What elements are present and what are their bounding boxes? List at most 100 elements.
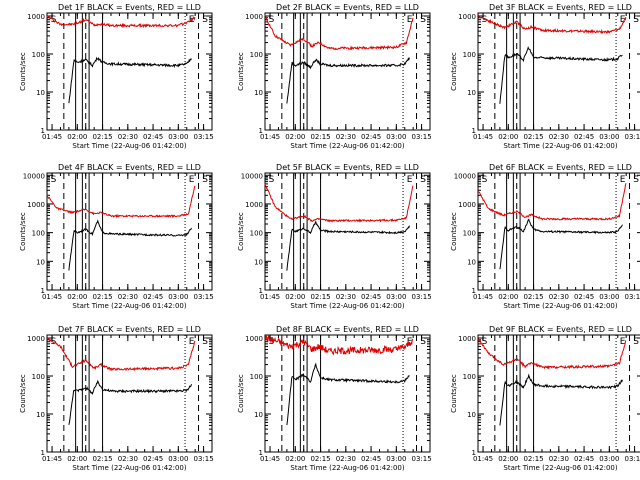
marker-label: S [51,175,57,185]
marker-label: S [269,337,275,347]
marker-label: S [482,337,488,347]
marker-label: S [420,175,426,185]
x-tick-label: 02:00 [67,455,87,463]
x-tick-label: 02:45 [143,133,163,141]
x-tick-label: 02:30 [118,293,138,301]
x-tick-label: 02:30 [336,455,356,463]
y-axis-label: Counts/sec [237,374,245,413]
marker-label: S [633,337,639,347]
y-axis-label: Counts/sec [450,374,458,413]
series-events-line [499,373,623,426]
series-events-line [286,57,410,104]
y-tick-label: 100 [463,373,476,381]
x-tick-label: 03:00 [168,133,188,141]
x-tick-label: 02:30 [549,455,569,463]
x-tick-label: 03:00 [599,133,619,141]
y-tick-label: 1000 [458,201,476,209]
chart-panel-1: Det 1F BLACK = Events, RED = LLD 1 10 100 10… [19,3,214,150]
x-tick-label: 03:15 [193,455,213,463]
series-lld-line [46,185,196,219]
marker-label: S [420,337,426,347]
series-lld-line [477,183,627,221]
series-events-line [286,220,410,271]
y-tick-label: 1000 [245,13,263,21]
y-tick-label: 10 [254,411,263,419]
x-tick-label: 02:45 [361,133,381,141]
x-tick-label: 02:15 [310,133,330,141]
x-tick-label: 03:00 [599,455,619,463]
y-tick-label: 10000 [454,172,476,180]
plot-frame [46,172,213,291]
x-axis-label: Start Time (22-Aug-06 01:42:00) [290,464,404,472]
x-axis-label: Start Time (22-Aug-06 01:42:00) [503,464,617,472]
x-tick-label: 02:15 [523,293,543,301]
y-tick-label: 100 [463,51,476,59]
x-tick-label: 02:45 [574,133,594,141]
y-tick-label: 1000 [245,335,263,343]
y-tick-label: 1 [472,127,476,135]
y-tick-label: 1000 [27,13,45,21]
x-tick-label: 02:00 [285,293,305,301]
x-tick-label: 02:00 [498,293,518,301]
y-tick-label: 100 [250,230,263,238]
series-events-line [68,56,192,104]
y-tick-label: 100 [32,373,45,381]
x-tick-label: 01:45 [260,133,280,141]
x-tick-label: 02:00 [285,133,305,141]
chart-title: Det 4F BLACK = Events, RED = LLD [58,163,201,172]
marker-label: S [202,15,208,25]
y-tick-label: 10 [467,89,476,97]
chart-panel-3: Det 3F BLACK = Events, RED = LLD 1 10 100 10… [450,3,640,150]
marker-label: E [620,175,626,185]
series-lld-line [46,14,196,29]
y-tick-label: 100 [250,373,263,381]
y-tick-label: 10000 [241,172,263,180]
chart-panel-4: Det 4F BLACK = Events, RED = LLD 1 10 100 10… [19,163,214,310]
y-axis-label: Counts/sec [237,212,245,251]
x-tick-label: 01:45 [260,455,280,463]
x-tick-label: 02:00 [498,455,518,463]
series-events-line [499,218,623,270]
x-tick-label: 02:30 [118,133,138,141]
x-tick-label: 03:00 [386,133,406,141]
y-tick-label: 10 [467,258,476,266]
series-lld-line [264,183,414,223]
x-tick-label: 03:15 [411,293,431,301]
x-tick-label: 01:45 [42,455,62,463]
x-tick-label: 03:15 [411,455,431,463]
x-tick-label: 03:00 [168,455,188,463]
marker-label: S [269,15,275,25]
x-tick-label: 02:30 [336,133,356,141]
chart-title: Det 7F BLACK = Events, RED = LLD [58,325,201,334]
y-tick-label: 1 [41,287,45,295]
x-axis-label: Start Time (22-Aug-06 01:42:00) [503,302,617,310]
marker-label: S [269,175,275,185]
x-tick-label: 03:00 [386,293,406,301]
y-tick-label: 100 [250,51,263,59]
x-tick-label: 03:00 [168,293,188,301]
y-tick-label: 1000 [27,201,45,209]
x-tick-label: 02:45 [574,293,594,301]
y-tick-label: 10000 [23,172,45,180]
plot-frame [477,12,640,131]
plot-frame [46,12,213,131]
marker-label: E [620,337,626,347]
x-tick-label: 02:00 [67,133,87,141]
series-events-line [286,362,410,426]
chart-panel-6: Det 6F BLACK = Events, RED = LLD 1 10 100 10… [450,163,640,310]
marker-label: S [202,337,208,347]
x-tick-label: 01:45 [473,133,493,141]
x-tick-label: 02:30 [549,293,569,301]
chart-panel-5: Det 5F BLACK = Events, RED = LLD 1 10 100 10… [237,163,432,310]
plot-frame [264,334,431,453]
x-tick-label: 03:00 [599,293,619,301]
marker-label: S [51,337,57,347]
plot-frame [477,172,640,291]
x-tick-label: 01:45 [473,293,493,301]
marker-label: E [407,15,413,25]
x-axis-label: Start Time (22-Aug-06 01:42:00) [72,464,186,472]
x-axis-label: Start Time (22-Aug-06 01:42:00) [72,302,186,310]
plot-frame [264,12,431,131]
series-events-line [68,219,192,271]
x-tick-label: 02:15 [310,455,330,463]
